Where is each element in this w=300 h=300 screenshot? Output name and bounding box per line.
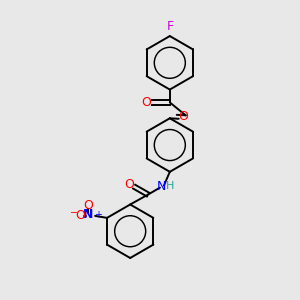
Text: +: + xyxy=(94,210,102,220)
Text: O: O xyxy=(141,96,151,109)
Text: O: O xyxy=(75,209,85,222)
Text: O: O xyxy=(178,110,188,123)
Text: N: N xyxy=(83,208,93,221)
Text: −: − xyxy=(70,208,78,218)
Text: O: O xyxy=(124,178,134,191)
Text: O: O xyxy=(83,200,93,212)
Text: N: N xyxy=(157,180,167,193)
Text: F: F xyxy=(166,20,173,33)
Text: H: H xyxy=(166,181,174,191)
